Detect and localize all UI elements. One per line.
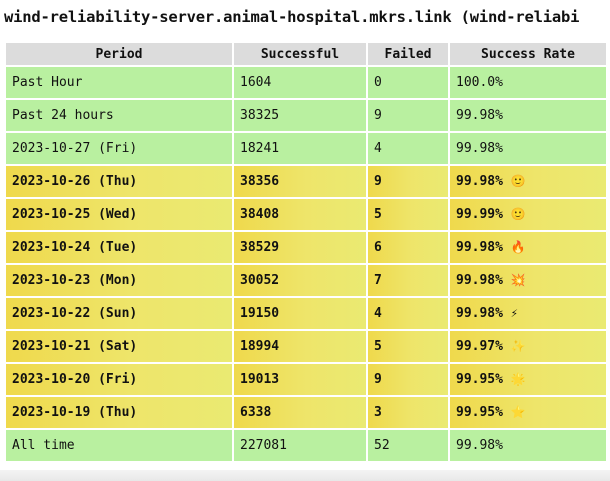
status-emoji-icon: ⭐ <box>510 405 526 419</box>
success-rate-value: 100.0% <box>456 75 503 90</box>
cell-period: 2023-10-21 (Sat) <box>6 331 232 362</box>
cell-period: 2023-10-24 (Tue) <box>6 232 232 263</box>
success-rate-value: 99.98% <box>456 438 503 453</box>
success-rate-value: 99.98% <box>456 240 503 255</box>
header-failed: Failed <box>368 43 448 65</box>
status-emoji-icon: 🙂 <box>510 174 526 188</box>
cell-successful: 6338 <box>234 397 366 428</box>
success-rate-value: 99.95% <box>456 405 503 420</box>
cell-period: 2023-10-26 (Thu) <box>6 166 232 197</box>
cell-period: Past Hour <box>6 67 232 98</box>
table-row: 2023-10-24 (Tue) 38529 6 99.98% 🔥 <box>6 232 606 263</box>
table-row: 2023-10-22 (Sun) 19150 4 99.98% ⚡ <box>6 298 606 329</box>
status-emoji-icon: ✨ <box>510 339 526 353</box>
success-rate-value: 99.98% <box>456 108 503 123</box>
cell-success-rate: 99.95% 🌟 <box>450 364 606 395</box>
cell-successful: 1604 <box>234 67 366 98</box>
cell-success-rate: 99.99% 🙂 <box>450 199 606 230</box>
cell-success-rate: 99.98% <box>450 430 606 461</box>
cell-successful: 19013 <box>234 364 366 395</box>
success-rate-value: 99.99% <box>456 207 503 222</box>
table-row: 2023-10-21 (Sat) 18994 5 99.97% ✨ <box>6 331 606 362</box>
cell-successful: 18994 <box>234 331 366 362</box>
cell-period: 2023-10-25 (Wed) <box>6 199 232 230</box>
header-success-rate: Success Rate <box>450 43 606 65</box>
success-rate-value: 99.98% <box>456 306 503 321</box>
table-body: Past Hour 1604 0 100.0% Past 24 hours 38325 9 9… <box>6 67 606 461</box>
cell-failed: 5 <box>368 199 448 230</box>
table-row: All time 227081 52 99.98% <box>6 430 606 461</box>
cell-failed: 9 <box>368 364 448 395</box>
table-row: 2023-10-20 (Fri) 19013 9 99.95% 🌟 <box>6 364 606 395</box>
cell-period: 2023-10-19 (Thu) <box>6 397 232 428</box>
cell-successful: 38356 <box>234 166 366 197</box>
status-emoji-icon: 🙂 <box>510 207 526 221</box>
cell-failed: 0 <box>368 67 448 98</box>
cell-period: Past 24 hours <box>6 100 232 131</box>
status-emoji-icon: 💥 <box>510 273 526 287</box>
table-row: 2023-10-19 (Thu) 6338 3 99.95% ⭐ <box>6 397 606 428</box>
reliability-table: Period Successful Failed Success Rate Pa… <box>4 41 608 463</box>
success-rate-value: 99.95% <box>456 372 503 387</box>
cell-period: 2023-10-27 (Fri) <box>6 133 232 164</box>
cell-successful: 38325 <box>234 100 366 131</box>
cell-failed: 7 <box>368 265 448 296</box>
success-rate-value: 99.97% <box>456 339 503 354</box>
cell-success-rate: 99.95% ⭐ <box>450 397 606 428</box>
cell-successful: 38529 <box>234 232 366 263</box>
cell-successful: 18241 <box>234 133 366 164</box>
status-emoji-icon: ⚡ <box>510 306 519 320</box>
table-row: 2023-10-26 (Thu) 38356 9 99.98% 🙂 <box>6 166 606 197</box>
table-row: 2023-10-25 (Wed) 38408 5 99.99% 🙂 <box>6 199 606 230</box>
cell-successful: 30052 <box>234 265 366 296</box>
cell-success-rate: 100.0% <box>450 67 606 98</box>
success-rate-value: 99.98% <box>456 141 503 156</box>
table-row: 2023-10-27 (Fri) 18241 4 99.98% <box>6 133 606 164</box>
cell-failed: 52 <box>368 430 448 461</box>
bottom-edge <box>0 470 610 481</box>
cell-failed: 4 <box>368 133 448 164</box>
cell-success-rate: 99.97% ✨ <box>450 331 606 362</box>
success-rate-value: 99.98% <box>456 174 503 189</box>
cell-success-rate: 99.98% 🙂 <box>450 166 606 197</box>
page-title: wind-reliability-server.animal-hospital.… <box>4 8 580 26</box>
table-row: Past 24 hours 38325 9 99.98% <box>6 100 606 131</box>
cell-success-rate: 99.98% ⚡ <box>450 298 606 329</box>
cell-period: 2023-10-22 (Sun) <box>6 298 232 329</box>
cell-successful: 38408 <box>234 199 366 230</box>
table-row: 2023-10-23 (Mon) 30052 7 99.98% 💥 <box>6 265 606 296</box>
success-rate-value: 99.98% <box>456 273 503 288</box>
cell-failed: 3 <box>368 397 448 428</box>
cell-failed: 4 <box>368 298 448 329</box>
cell-period: All time <box>6 430 232 461</box>
cell-period: 2023-10-23 (Mon) <box>6 265 232 296</box>
cell-period: 2023-10-20 (Fri) <box>6 364 232 395</box>
cell-failed: 6 <box>368 232 448 263</box>
table-header-row: Period Successful Failed Success Rate <box>6 43 606 65</box>
status-emoji-icon: 🔥 <box>510 240 526 254</box>
cell-successful: 19150 <box>234 298 366 329</box>
status-emoji-icon: 🌟 <box>510 372 526 386</box>
cell-success-rate: 99.98% 🔥 <box>450 232 606 263</box>
cell-failed: 5 <box>368 331 448 362</box>
cell-success-rate: 99.98% <box>450 100 606 131</box>
header-period: Period <box>6 43 232 65</box>
table-row: Past Hour 1604 0 100.0% <box>6 67 606 98</box>
cell-success-rate: 99.98% 💥 <box>450 265 606 296</box>
cell-success-rate: 99.98% <box>450 133 606 164</box>
cell-failed: 9 <box>368 100 448 131</box>
cell-failed: 9 <box>368 166 448 197</box>
cell-successful: 227081 <box>234 430 366 461</box>
header-successful: Successful <box>234 43 366 65</box>
